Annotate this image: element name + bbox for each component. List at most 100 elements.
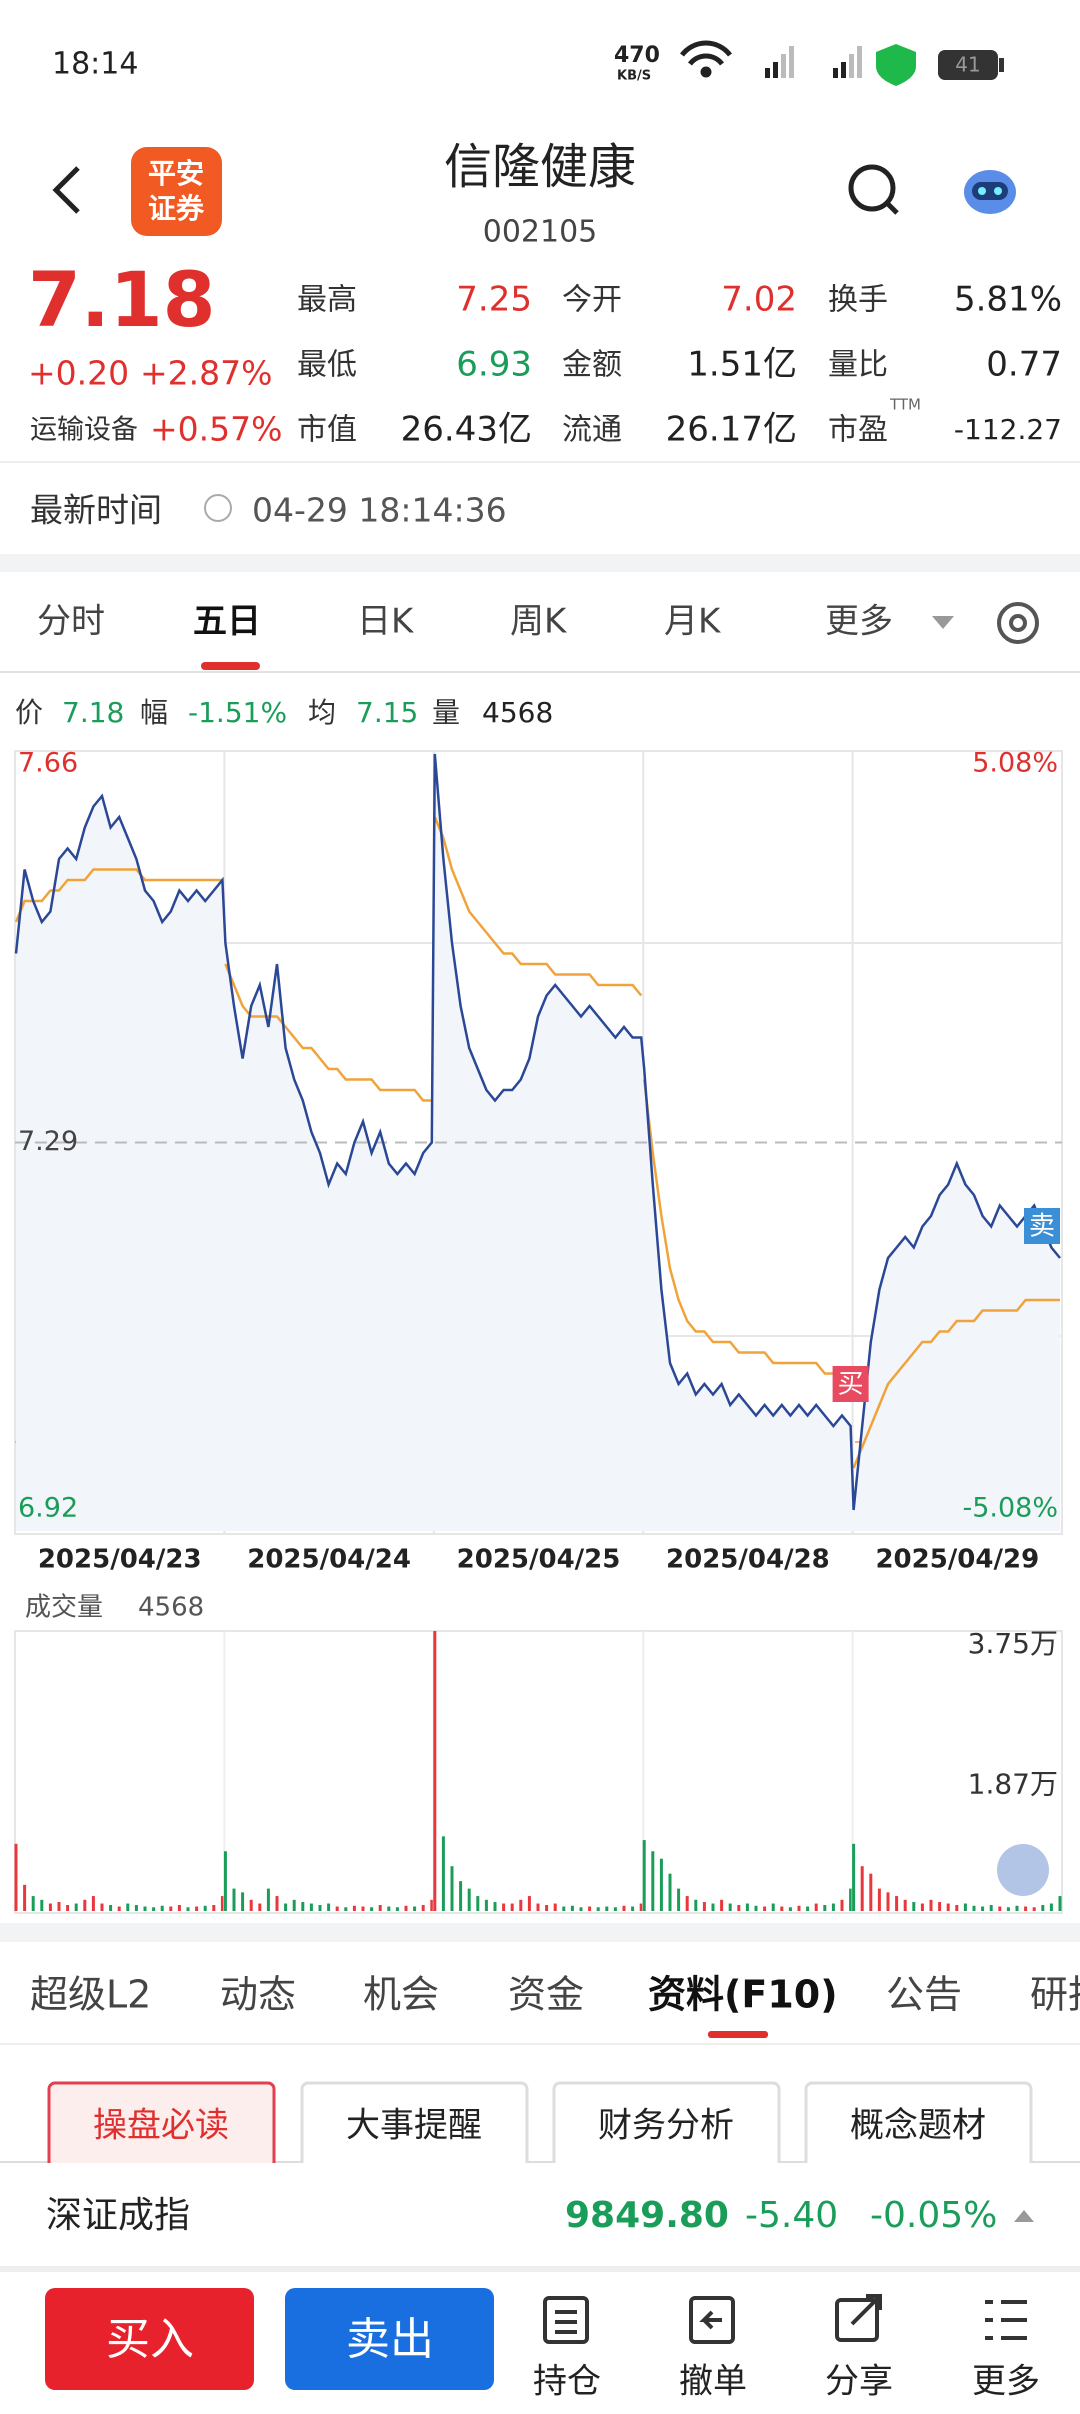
volume-bar [83,1899,87,1911]
volume-bar [814,1903,818,1911]
nav-label[interactable]: 分享 [825,2362,893,2402]
volume-bar [195,1906,199,1911]
volume-bar [955,1905,959,1911]
trade-marker-label: 卖 [1029,1212,1055,1242]
section-tab[interactable]: 公告 [886,1973,962,2017]
volume-bar [378,1905,382,1911]
section-tab[interactable]: 机会 [363,1973,439,2017]
section-tab[interactable]: 资料(F10) [648,1973,838,2017]
volume-bar [134,1905,138,1911]
change: +0.20 [28,354,129,393]
nav-label[interactable]: 更多 [972,2362,1040,2402]
back-button[interactable] [52,166,80,214]
stock-code: 002105 [483,215,598,250]
section-tab[interactable]: 动态 [220,1973,296,2017]
sub-button-label: 财务分析 [598,2106,734,2146]
index-name: 深证成指 [46,2195,190,2236]
volume-frame [14,1630,1063,1914]
volume-bar [430,1899,434,1911]
period-tab[interactable]: 日K [357,602,415,642]
section-tab[interactable]: 研报 [1030,1973,1080,2017]
quote-label: 最高 [297,283,357,318]
volume-bar [292,1899,296,1911]
price-line [14,753,1061,1511]
info-icon[interactable] [204,494,232,522]
avg-line [224,963,432,1102]
volume-bar [711,1903,715,1911]
volume-bar [642,1840,646,1911]
battery-level: 41 [955,53,980,77]
sell-label: 卖出 [346,2314,434,2365]
volume-bar [232,1888,236,1911]
volume-bar [588,1906,592,1911]
volume-bar [929,1899,933,1911]
x-tick-label: 2025/04/29 [875,1545,1039,1575]
volume-bar [1041,1905,1045,1911]
x-tick-label: 2025/04/23 [38,1545,202,1575]
volume-tick-label: 3.75万 [968,1627,1058,1660]
separator [0,1923,1080,1942]
volume-bar [203,1905,207,1911]
volume-bar [536,1903,540,1911]
info-vol-label: 量 [432,696,460,729]
volume-bar [869,1873,873,1911]
volume-bar [562,1906,566,1911]
period-tab[interactable]: 更多 [825,602,893,642]
volume-bar [998,1906,1002,1911]
volume-bar [622,1905,626,1911]
quote-label: 最低 [297,348,357,383]
volume-bar [651,1851,655,1911]
volume-bar [100,1903,104,1911]
period-tab[interactable]: 五日 [193,602,261,642]
buy-button[interactable] [45,2288,254,2390]
time-label: 最新时间 [30,491,162,530]
volume-bar [476,1896,480,1911]
volume-bar [780,1906,784,1911]
settings-button[interactable] [997,602,1039,644]
volume-bar [946,1903,950,1911]
quote-value: 7.25 [456,280,532,320]
logo [131,147,222,236]
x-tick-label: 2025/04/25 [457,1545,621,1575]
volume-bar [143,1906,147,1911]
period-tab[interactable]: 分时 [37,602,105,642]
volume-bar [668,1873,672,1911]
volume-bar [745,1903,749,1911]
search-button[interactable] [848,164,899,215]
avg-line [433,816,643,997]
dropdown-arrow[interactable] [932,616,954,629]
sell-button[interactable] [285,2288,494,2390]
index-bar [0,2163,1080,2266]
nav-label[interactable]: 撤单 [679,2362,747,2402]
volume-bar [212,1905,216,1911]
period-tab[interactable]: 周K [510,602,568,642]
volume-bar [152,1907,156,1911]
change-pct: +2.87% [140,354,272,393]
volume-bar [387,1906,391,1911]
volume-bar [421,1905,425,1911]
volume-bar [14,1843,18,1911]
period-tab[interactable]: 月K [664,602,722,642]
volume-bar [895,1896,899,1911]
nav-icons [543,2294,1027,2344]
volume-bar [126,1903,130,1911]
nav-label[interactable]: 持仓 [533,2362,601,2402]
fullscreen-button[interactable] [997,1844,1049,1896]
section-tab[interactable]: 资金 [508,1973,584,2017]
volume-bar [840,1899,844,1911]
section-tab[interactable]: 超级L2 [30,1973,151,2017]
trade-marker-label: 买 [838,1370,864,1400]
volume-bar [1058,1896,1062,1911]
volume-bar [1006,1907,1010,1911]
expand-arrow[interactable] [1014,2210,1034,2222]
assistant-button[interactable] [964,170,1016,214]
volume-bar [57,1902,61,1911]
x-tick-label: 2025/04/28 [666,1545,830,1575]
volume-bar [258,1903,262,1911]
volume-bar [1049,1903,1053,1911]
trade-marker [832,1366,869,1402]
quote-value: 26.17亿 [666,410,797,450]
index-change: -5.40 [745,2195,838,2236]
info-price-label: 价 [15,696,43,729]
